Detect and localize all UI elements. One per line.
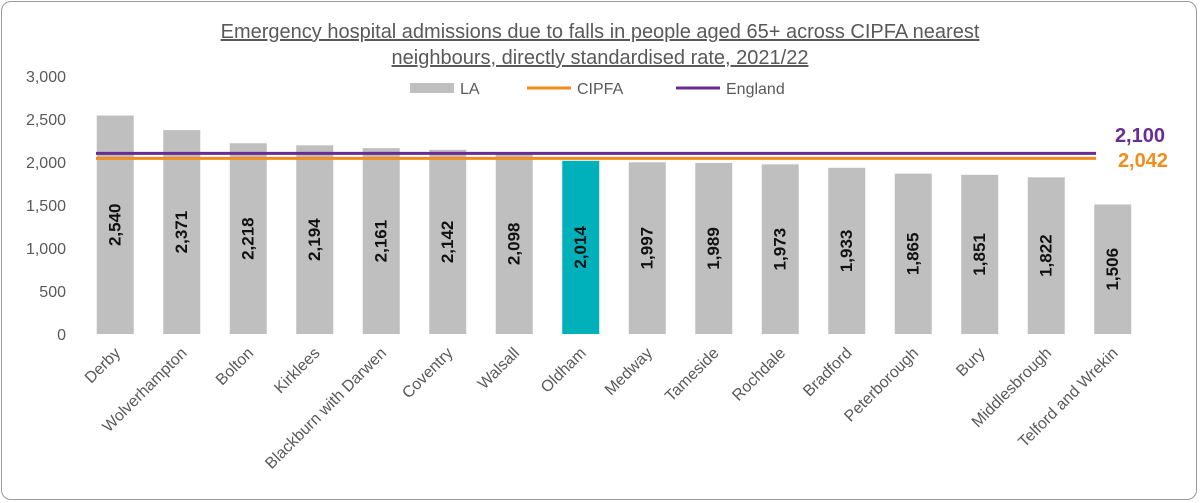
y-tick-label: 500	[39, 284, 66, 301]
bar-walsall	[495, 153, 533, 334]
legend: LA CIPFA England	[410, 81, 785, 98]
y-tick-label: 1,500	[26, 198, 66, 215]
bar-blackburn-with-darwen	[362, 148, 400, 334]
bar-bolton	[229, 143, 267, 334]
bar-rochdale	[761, 164, 799, 334]
bar-medway	[628, 162, 666, 334]
bar-value-label: 1,997	[638, 227, 657, 270]
x-tick-label: Medway	[602, 345, 656, 399]
bar-value-label: 2,194	[305, 218, 324, 261]
bar-value-label: 1,851	[970, 233, 989, 276]
chart-title-line-1: Emergency hospital admissions due to fal…	[221, 21, 980, 43]
chart-title-line-2: neighbours, directly standardised rate, …	[392, 47, 809, 69]
bar-value-label: 1,865	[904, 233, 923, 276]
bar-value-label: 2,540	[106, 204, 125, 247]
bar-value-labels: 2,540 2,371 2,218 2,194 2,161 2,142 2,098 2,014…	[106, 204, 1123, 291]
bar-value-label: 2,142	[438, 221, 457, 264]
x-tick-label: Oldham	[538, 345, 590, 397]
x-tick-label: Derby	[82, 345, 124, 387]
bar-value-label: 2,098	[505, 223, 524, 266]
reference-label-england: 2,100	[1115, 125, 1165, 147]
bar-value-label: 1,933	[837, 230, 856, 273]
x-tick-label: Coventry	[399, 345, 456, 402]
bar-value-label: 1,973	[771, 228, 790, 271]
bar-wolverhampton	[163, 130, 201, 334]
x-tick-label: Rochdale	[729, 345, 789, 405]
bar-value-label: 2,218	[239, 217, 258, 260]
bar-peterborough	[894, 173, 932, 334]
y-axis: 0 500 1,000 1,500 2,000 2,500 3,000	[26, 69, 66, 344]
bar-bradford	[828, 167, 866, 334]
y-tick-label: 0	[57, 327, 66, 344]
y-tick-label: 3,000	[26, 69, 66, 86]
x-tick-label: Bury	[953, 345, 988, 380]
bar-value-label: 2,014	[571, 226, 590, 269]
bar-value-label: 2,161	[372, 220, 391, 263]
bars	[96, 115, 1132, 334]
bar-value-label: 2,371	[172, 211, 191, 254]
bar-bury	[961, 174, 999, 334]
reference-lines: 2,100 2,042	[96, 125, 1168, 172]
x-tick-label: Bradford	[800, 345, 855, 400]
legend-label-england: England	[726, 81, 785, 98]
bar-value-label: 1,822	[1037, 234, 1056, 277]
bar-telford-and-wrekin	[1094, 204, 1132, 334]
x-tick-label: Tameside	[662, 345, 723, 406]
bar-value-label: 1,989	[704, 227, 723, 270]
legend-label-cipfa: CIPFA	[577, 81, 624, 98]
bar-coventry	[429, 149, 467, 334]
y-tick-label: 2,500	[26, 112, 66, 129]
bar-kirklees	[296, 145, 334, 334]
x-tick-label: Walsall	[475, 345, 523, 393]
legend-label-la: LA	[460, 81, 480, 98]
x-tick-label: Blackburn with Darwen	[262, 345, 390, 473]
y-tick-label: 2,000	[26, 155, 66, 172]
bar-middlesbrough	[1027, 177, 1065, 334]
legend-swatch-la	[410, 83, 454, 93]
bar-value-label: 1,506	[1103, 248, 1122, 291]
x-tick-label: Bolton	[213, 345, 257, 389]
x-tick-label: Kirklees	[271, 345, 323, 397]
y-tick-label: 1,000	[26, 241, 66, 258]
reference-label-cipfa: 2,042	[1118, 150, 1168, 172]
bar-tameside	[695, 162, 733, 334]
bar-oldham	[562, 160, 600, 334]
